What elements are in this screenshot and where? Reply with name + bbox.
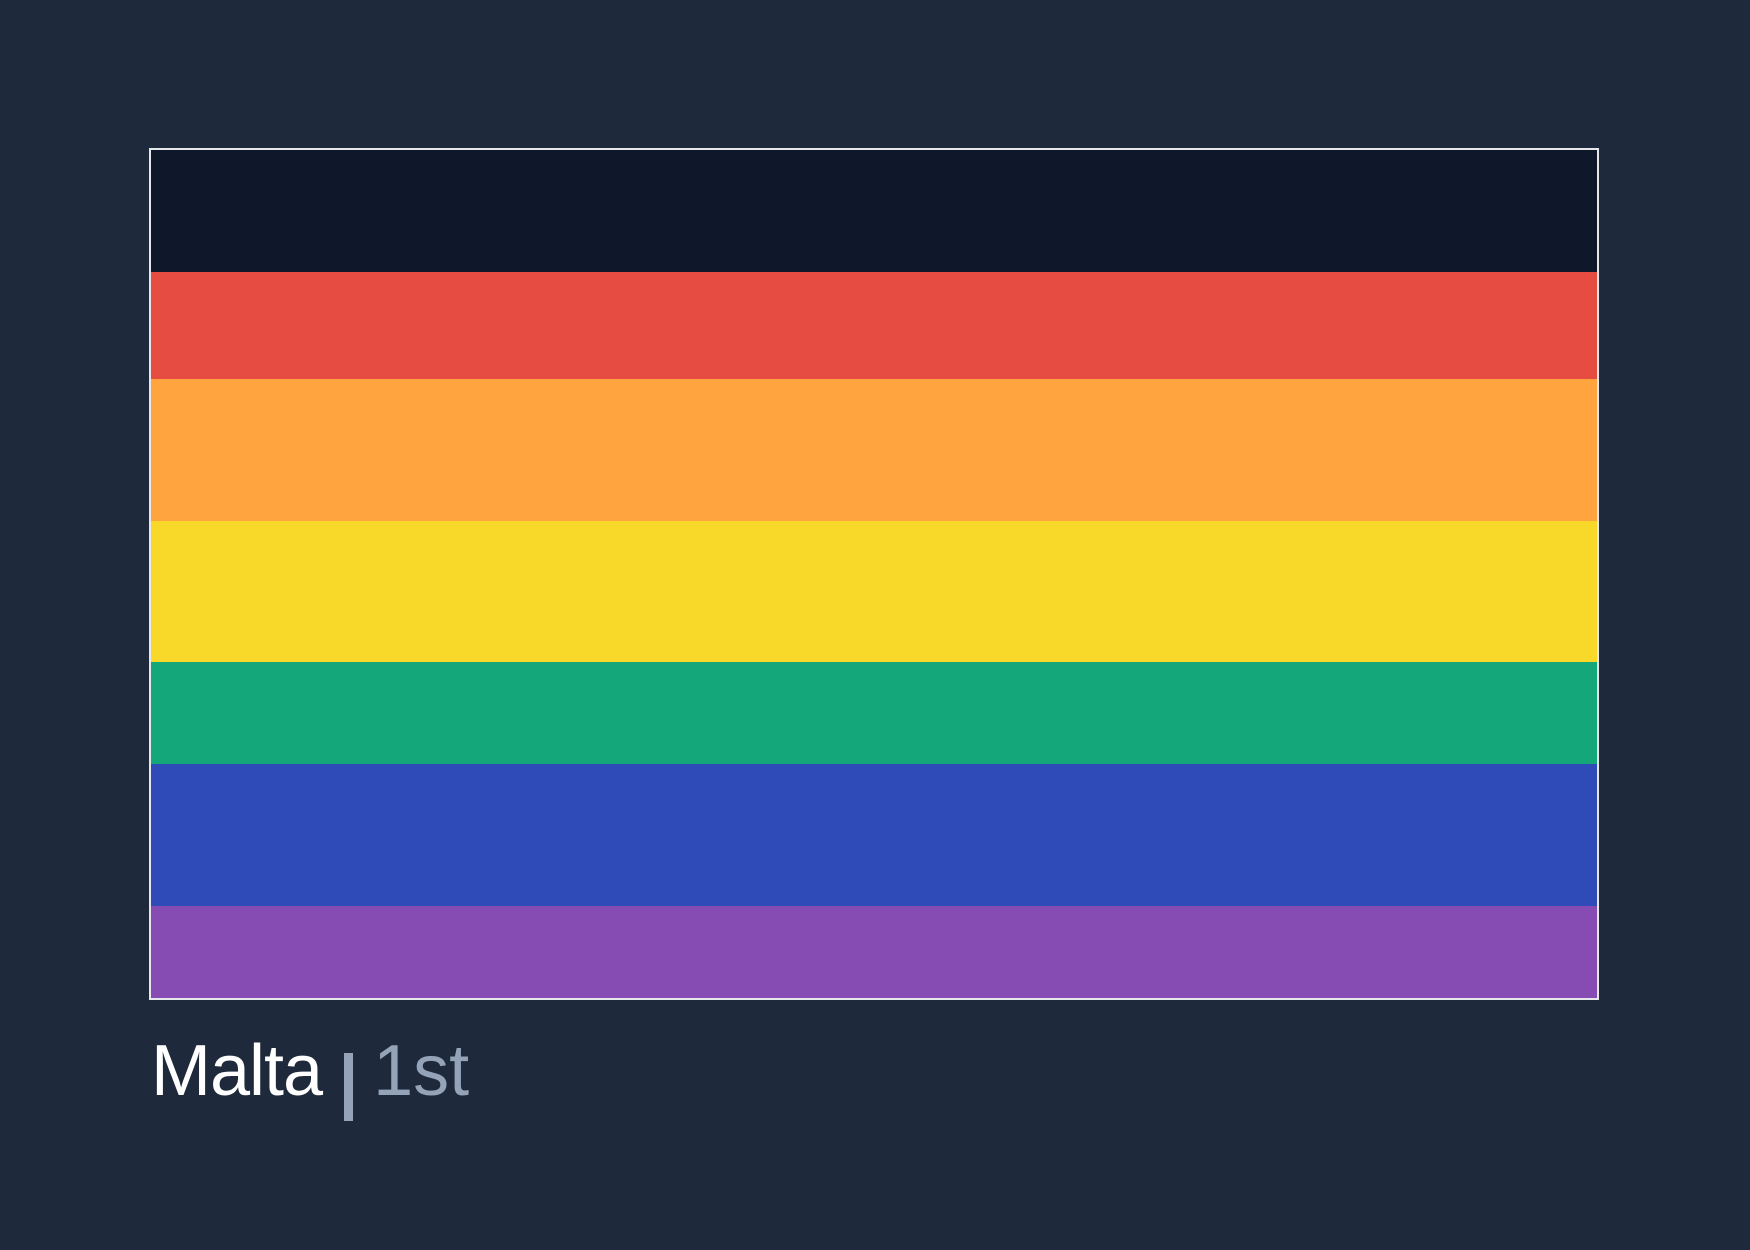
rainbow-flag: [149, 148, 1599, 1000]
country-name: Malta: [151, 1031, 323, 1111]
flag-stripe-yellow: [151, 521, 1597, 662]
flag-stripe-purple: [151, 906, 1597, 998]
flag-caption: Malta 1st: [151, 1031, 470, 1121]
flag-stripe-black: [151, 150, 1597, 272]
rank-label: 1st: [373, 1031, 470, 1111]
flag-stripe-orange: [151, 379, 1597, 521]
caption-divider: [344, 1053, 354, 1121]
flag-stripe-green: [151, 662, 1597, 764]
flag-stripe-red: [151, 272, 1597, 379]
flag-stripe-blue: [151, 764, 1597, 906]
